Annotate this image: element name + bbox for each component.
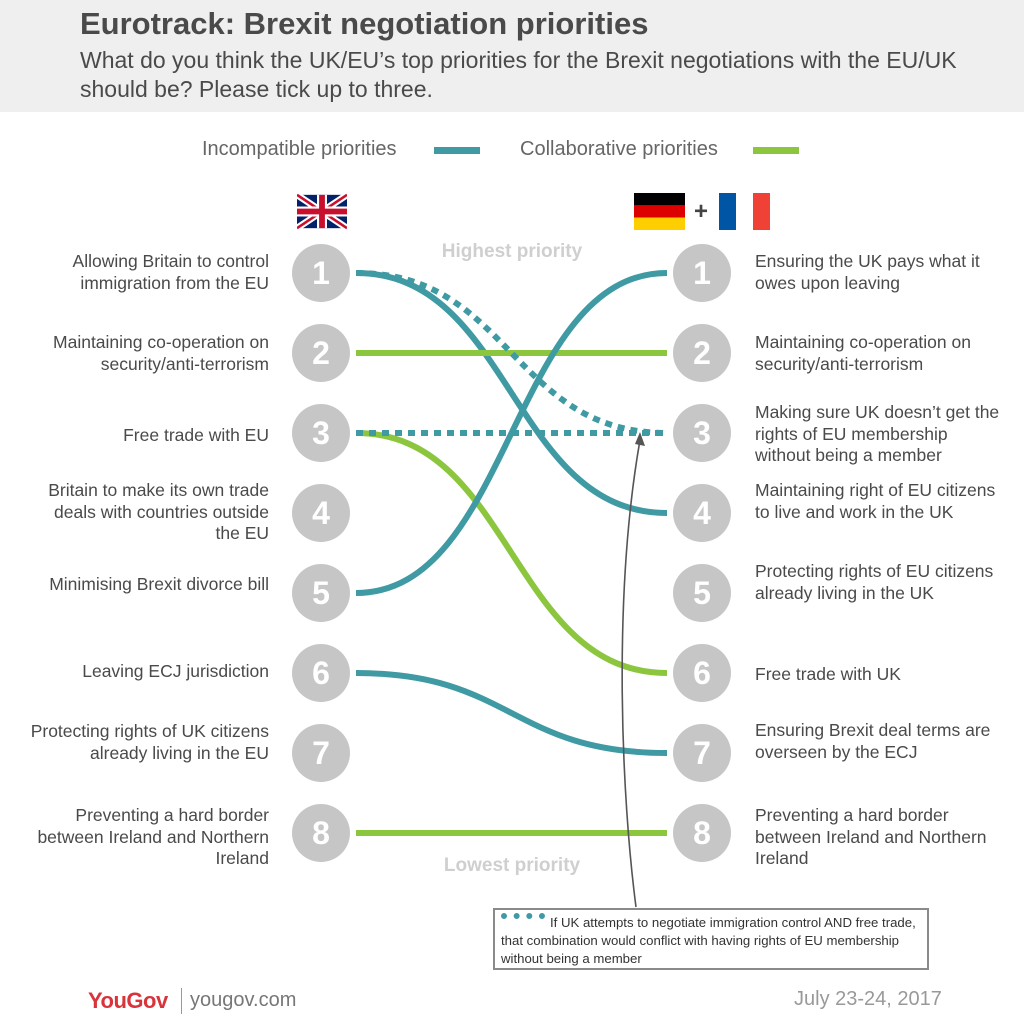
uk-rank-5: 5	[292, 564, 350, 622]
eu-rank-1: 1	[673, 244, 731, 302]
eu-priority-3: Making sure UK doesn’t get the rights of…	[755, 402, 1000, 465]
uk-priority-5: Minimising Brexit divorce bill	[49, 574, 269, 594]
uk-priority-2: Maintaining co-operation on security/ant…	[53, 332, 269, 374]
highest-priority-label: Highest priority	[441, 241, 583, 262]
annotation-note: If UK attempts to negotiate immigration …	[493, 908, 929, 970]
uk-priority-4: Britain to make its own trade deals with…	[48, 480, 269, 543]
yougov-logo: YouGov	[88, 988, 168, 1013]
link-uk6-eu7-solid	[355, 670, 668, 756]
legend-incompatible-label: Incompatible priorities	[202, 138, 397, 160]
uk-rank-7: 7	[292, 724, 350, 782]
uk-rank-1: 1	[292, 244, 350, 302]
eu-rank-3: 3	[673, 404, 731, 462]
eu-rank-4: 4	[673, 484, 731, 542]
uk-rank-8: 8	[292, 804, 350, 862]
eu-priority-4: Maintaining right of EU citizens to live…	[755, 480, 996, 522]
uk-priority-8: Preventing a hard border between Ireland…	[37, 805, 269, 868]
eu-rank-6: 6	[673, 644, 731, 702]
germany-flag-icon	[634, 193, 685, 230]
link-uk3-eu6-solid	[355, 430, 668, 676]
eu-priority-7: Ensuring Brexit deal terms are overseen …	[755, 720, 991, 762]
uk-rank-6: 6	[292, 644, 350, 702]
link-uk5-eu1-solid	[355, 270, 668, 596]
uk-priority-7: Protecting rights of UK citizens already…	[30, 721, 269, 763]
eu-rank-7: 7	[673, 724, 731, 782]
eu-rank-2: 2	[673, 324, 731, 382]
uk-rank-2: 2	[292, 324, 350, 382]
uk-flag-icon	[297, 193, 347, 230]
legend-collaborative-swatch	[753, 147, 799, 154]
eu-rank-5: 5	[673, 564, 731, 622]
eu-priority-5: Protecting rights of EU citizens already…	[755, 561, 994, 603]
eu-priority-1: Ensuring the UK pays what it owes upon l…	[755, 251, 980, 293]
page-subtitle: What do you think the UK/EU’s top priori…	[80, 47, 957, 102]
legend-collaborative-label: Collaborative priorities	[520, 138, 718, 160]
uk-priority-1: Allowing Britain to control immigration …	[72, 251, 269, 293]
dotted-line-key	[501, 913, 545, 925]
lowest-priority-label: Lowest priority	[443, 855, 581, 876]
uk-rank-3: 3	[292, 404, 350, 462]
eu-priority-2: Maintaining co-operation on security/ant…	[755, 332, 971, 374]
link-uk1-eu3-dotted	[355, 270, 668, 436]
eu-priority-6: Free trade with UK	[755, 664, 901, 684]
uk-priority-3: Free trade with EU	[123, 425, 269, 445]
plus-sign: +	[694, 198, 709, 225]
annotation-arrow	[621, 439, 641, 908]
footer-divider	[181, 988, 182, 1014]
link-uk1-eu4-solid	[355, 270, 668, 516]
annotation-arrowhead	[635, 432, 645, 446]
eu-priority-8: Preventing a hard border between Ireland…	[755, 805, 987, 868]
legend-incompatible-swatch	[434, 147, 480, 154]
footer-site-link[interactable]: yougov.com	[190, 989, 297, 1011]
page-title: Eurotrack: Brexit negotiation priorities	[80, 6, 649, 41]
eu-rank-8: 8	[673, 804, 731, 862]
annotation-text: If UK attempts to negotiate immigration …	[501, 915, 916, 966]
uk-rank-4: 4	[292, 484, 350, 542]
uk-priority-6: Leaving ECJ jurisdiction	[82, 661, 269, 681]
survey-date: July 23-24, 2017	[794, 988, 942, 1010]
france-flag-icon	[719, 193, 770, 230]
header-band: Eurotrack: Brexit negotiation priorities…	[0, 0, 1024, 112]
